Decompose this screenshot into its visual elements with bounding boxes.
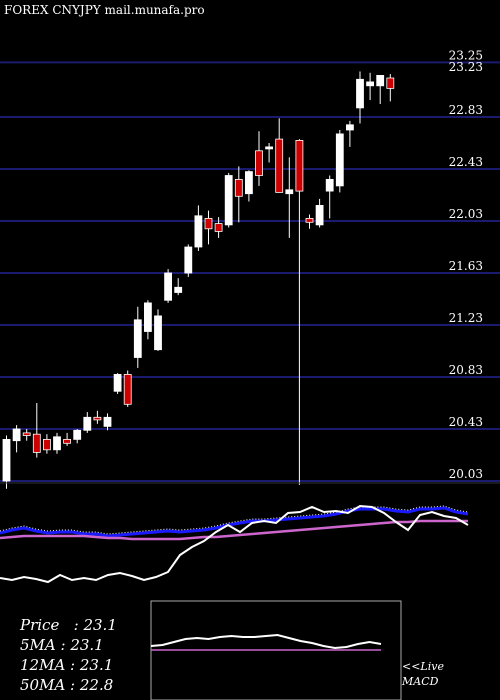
price-label: 21.23 bbox=[449, 311, 483, 325]
price-label: 20.43 bbox=[449, 415, 483, 429]
price-gridlines bbox=[0, 61, 500, 482]
candle-up bbox=[83, 416, 92, 431]
candle-down bbox=[93, 416, 102, 421]
candle-down bbox=[43, 438, 51, 451]
candlesticks bbox=[2, 71, 395, 489]
macd-label: MACD bbox=[402, 675, 439, 688]
candle-up bbox=[366, 81, 375, 87]
candle-up bbox=[12, 428, 21, 442]
candle-up bbox=[154, 315, 162, 351]
candle-up bbox=[103, 416, 112, 427]
candle-up bbox=[356, 78, 364, 109]
legend-12ma: 12MA : 23.1 bbox=[20, 656, 114, 674]
legend-50ma: 50MA : 22.8 bbox=[20, 676, 114, 694]
candle-down bbox=[305, 217, 314, 223]
candle-down bbox=[123, 373, 132, 405]
candle-down bbox=[234, 178, 243, 197]
candle-up bbox=[376, 75, 385, 87]
candle-down bbox=[204, 217, 213, 230]
price-label: 20.03 bbox=[449, 467, 483, 481]
price-label: 20.83 bbox=[449, 363, 483, 377]
live-label: <<Live bbox=[402, 660, 444, 673]
candle-up bbox=[244, 171, 253, 195]
price-label: 23.23 bbox=[449, 60, 483, 74]
chart-title: FOREX CNYJPY mail.munafa.pro bbox=[4, 3, 205, 17]
candle-down bbox=[22, 432, 31, 436]
candle-up bbox=[133, 319, 142, 358]
candle-up bbox=[184, 246, 193, 274]
candle-up bbox=[143, 302, 152, 332]
candle-down bbox=[386, 77, 395, 89]
candle-up bbox=[335, 133, 344, 187]
candle-down bbox=[295, 139, 304, 192]
macd-line bbox=[150, 633, 382, 650]
candle-up bbox=[174, 286, 183, 293]
price-label: 22.03 bbox=[449, 207, 483, 221]
candle-down bbox=[32, 433, 41, 453]
candle-up bbox=[345, 124, 354, 131]
candle-down bbox=[275, 138, 284, 193]
upper-band-line bbox=[0, 505, 469, 535]
candle-up bbox=[113, 373, 122, 392]
candle-up bbox=[285, 189, 294, 195]
price-label: 21.63 bbox=[449, 259, 483, 273]
legend-5ma: 5MA : 23.1 bbox=[20, 636, 104, 654]
macd-panel bbox=[150, 633, 382, 651]
price-label: 22.43 bbox=[449, 155, 483, 169]
candle-up bbox=[265, 146, 274, 150]
candle-up bbox=[224, 175, 233, 226]
candle-up bbox=[73, 429, 82, 440]
candle-up bbox=[2, 438, 11, 482]
oscillator-line bbox=[0, 504, 469, 584]
candle-up bbox=[325, 178, 334, 192]
candle-up bbox=[53, 436, 61, 451]
candle-down bbox=[255, 150, 263, 176]
ma-long-line bbox=[0, 519, 468, 541]
candle-down bbox=[214, 223, 223, 232]
candle-down bbox=[63, 438, 71, 444]
price-label: 23.25 bbox=[449, 48, 483, 62]
ma-short-line bbox=[0, 506, 469, 538]
candle-up bbox=[164, 272, 173, 301]
legend-price: Price : 23.1 bbox=[20, 616, 117, 634]
price-label: 22.83 bbox=[449, 103, 483, 117]
indicator-panel bbox=[0, 504, 469, 584]
candle-up bbox=[194, 215, 203, 248]
candle-up bbox=[315, 204, 324, 226]
